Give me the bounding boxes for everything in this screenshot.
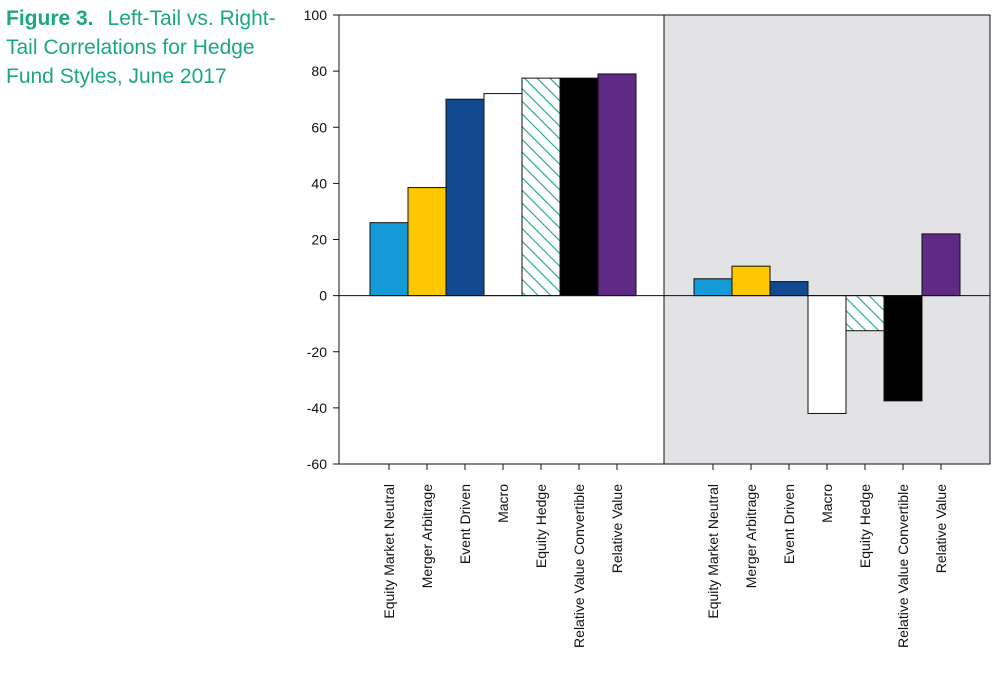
bar-panel2-merger-arbitrage xyxy=(731,265,771,297)
y-tick-label: -60 xyxy=(307,456,327,472)
category-label: Relative Value Convertible xyxy=(895,484,911,648)
bar-panel2-equity-hedge xyxy=(845,295,885,332)
category-label: Relative Value xyxy=(609,484,625,573)
category-label: Equity Market Neutral xyxy=(381,484,397,619)
y-tick-label: 60 xyxy=(311,119,327,135)
bar-panel1-macro xyxy=(483,93,523,297)
figure-label: Figure 3. xyxy=(6,7,94,30)
y-tick-label: -40 xyxy=(307,400,327,416)
bar-panel2-relative-value-convertible xyxy=(883,295,923,402)
category-label: Relative Value Convertible xyxy=(571,484,587,648)
bar-panel1-relative-value xyxy=(597,73,637,297)
bar-panel2-relative-value xyxy=(921,233,961,297)
figure-title-block: Figure 3. Left-Tail vs. Right-Tail Correl… xyxy=(6,4,286,91)
y-tick-label: 80 xyxy=(311,63,327,79)
category-label: Macro xyxy=(819,484,835,523)
category-label: Relative Value xyxy=(933,484,949,573)
bar-panel1-equity-market-neutral xyxy=(369,222,409,297)
category-label: Macro xyxy=(495,484,511,523)
bar-panel2-event-driven xyxy=(769,281,809,297)
bar-panel1-event-driven xyxy=(445,98,485,297)
bar-panel2-macro xyxy=(807,295,847,414)
bar-panel1-equity-hedge xyxy=(521,77,561,297)
category-label: Event Driven xyxy=(457,484,473,564)
y-tick-label: 0 xyxy=(319,288,327,304)
y-tick-label: 20 xyxy=(311,232,327,248)
category-label: Merger Arbitrage xyxy=(743,484,759,588)
category-label: Merger Arbitrage xyxy=(419,484,435,588)
category-label: Equity Hedge xyxy=(533,484,549,568)
y-tick-label: 100 xyxy=(304,7,328,23)
bar-panel1-merger-arbitrage xyxy=(407,187,447,297)
y-tick-label: -20 xyxy=(307,344,327,360)
category-label: Equity Market Neutral xyxy=(705,484,721,619)
bar-panel1-relative-value-convertible xyxy=(559,77,599,297)
category-label: Event Driven xyxy=(781,484,797,564)
y-tick-label: 40 xyxy=(311,175,327,191)
category-label: Equity Hedge xyxy=(857,484,873,568)
bar-panel2-equity-market-neutral xyxy=(693,278,733,297)
figure-title: Left-Tail vs. Right-Tail Correlations fo… xyxy=(6,7,276,88)
